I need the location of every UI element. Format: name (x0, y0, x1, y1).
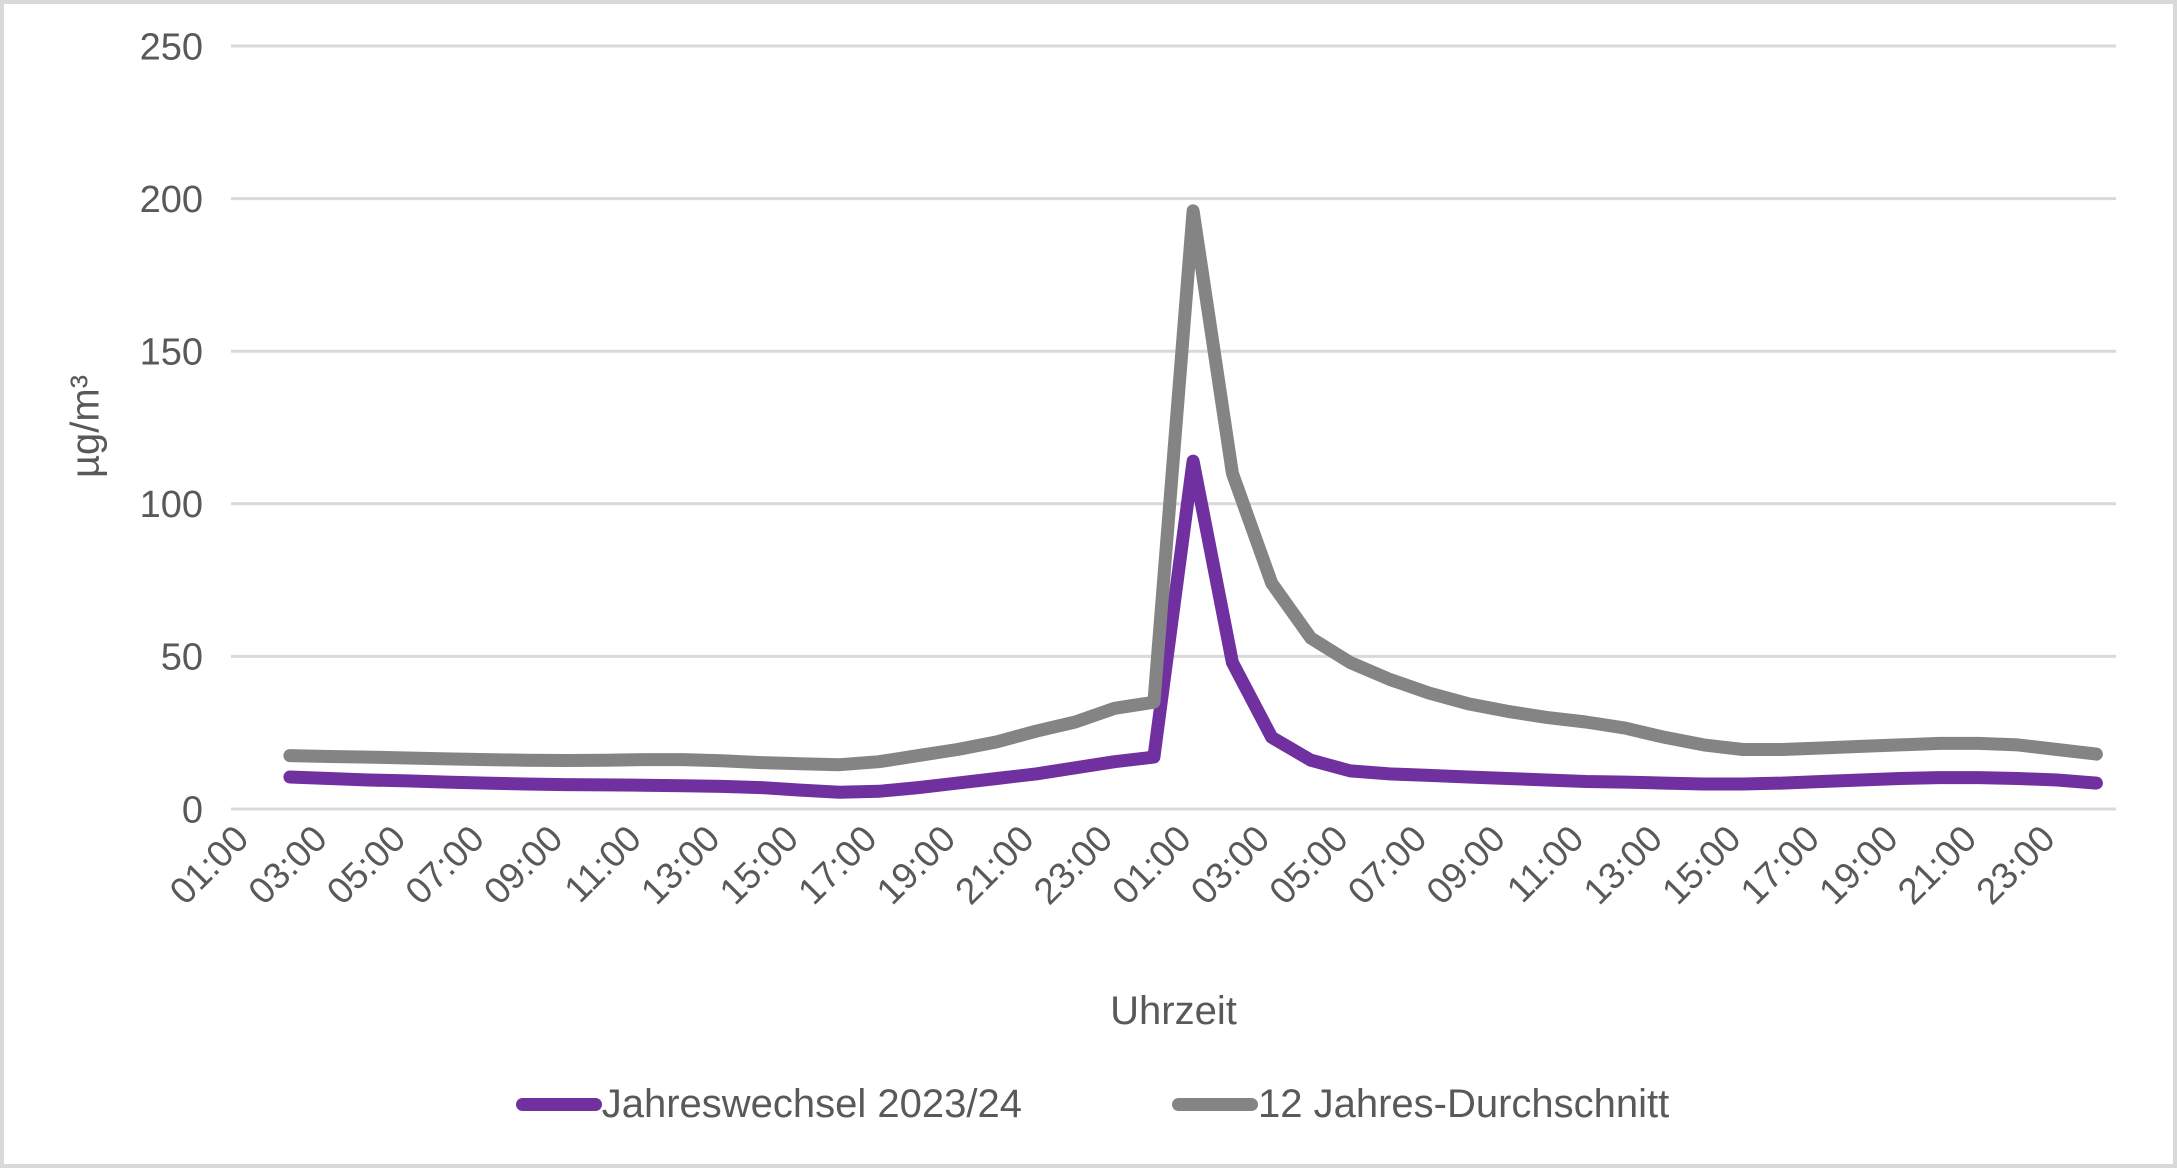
x-tick-label-2: 03:00 (240, 818, 334, 912)
y-tick-label-50: 50 (161, 637, 203, 679)
x-tick-label-16: 17:00 (790, 818, 884, 912)
x-tick-label-30: 07:00 (1340, 818, 1434, 912)
legend-item-durchschnitt: 12 Jahres-Durchschnitt (1171, 1082, 1670, 1127)
x-axis-title: Uhrzeit (1110, 989, 1237, 1033)
x-tick-label-46: 23:00 (1968, 818, 2062, 912)
series-line-1 (283, 204, 2103, 772)
x-tick-label-38: 15:00 (1654, 818, 1748, 912)
x-tick-label-8: 09:00 (476, 818, 570, 912)
series-line-0 (283, 454, 2103, 799)
x-tick-label-36: 13:00 (1576, 818, 1670, 912)
x-tick-label-6: 07:00 (397, 818, 491, 912)
y-axis-label: µg/m³ (63, 374, 108, 479)
y-tick-label-200: 200 (140, 179, 203, 221)
x-tick-label-22: 23:00 (1026, 818, 1120, 912)
x-tick-label-10: 11:00 (556, 818, 649, 911)
legend-label-durchschnitt: 12 Jahres-Durchschnitt (1257, 1082, 1670, 1126)
x-tick-label-40: 17:00 (1733, 818, 1827, 912)
x-tick-label-26: 03:00 (1183, 818, 1277, 912)
legend-item-jahreswechsel: Jahreswechsel 2023/24 (515, 1082, 1022, 1127)
x-tick-label-18: 19:00 (869, 818, 963, 912)
x-tick-label-28: 05:00 (1261, 818, 1355, 912)
x-tick-label-24: 01:00 (1104, 818, 1198, 912)
legend: Jahreswechsel 2023/24 12 Jahres-Durchsch… (4, 1082, 2173, 1127)
legend-swatch-jahreswechsel (515, 1098, 602, 1111)
plot-area: 05010015020025001:0003:0005:0007:0009:00… (140, 26, 2116, 912)
y-tick-label-150: 150 (140, 332, 203, 374)
x-tick-label-34: 11:00 (1499, 818, 1592, 911)
x-tick-label-12: 13:00 (633, 818, 727, 912)
y-tick-label-100: 100 (140, 484, 203, 526)
x-tick-label-42: 19:00 (1811, 818, 1905, 912)
y-tick-label-0: 0 (182, 789, 203, 831)
x-tick-label-20: 21:00 (947, 818, 1041, 912)
x-tick-label-44: 21:00 (1890, 818, 1984, 912)
x-tick-label-0: 01:00 (162, 818, 256, 912)
x-tick-label-14: 15:00 (712, 818, 806, 912)
y-tick-label-250: 250 (140, 26, 203, 68)
legend-label-jahreswechsel: Jahreswechsel 2023/24 (601, 1082, 1022, 1126)
x-tick-label-4: 05:00 (319, 818, 413, 912)
x-tick-label-32: 09:00 (1418, 818, 1512, 912)
legend-swatch-durchschnitt (1171, 1098, 1258, 1111)
